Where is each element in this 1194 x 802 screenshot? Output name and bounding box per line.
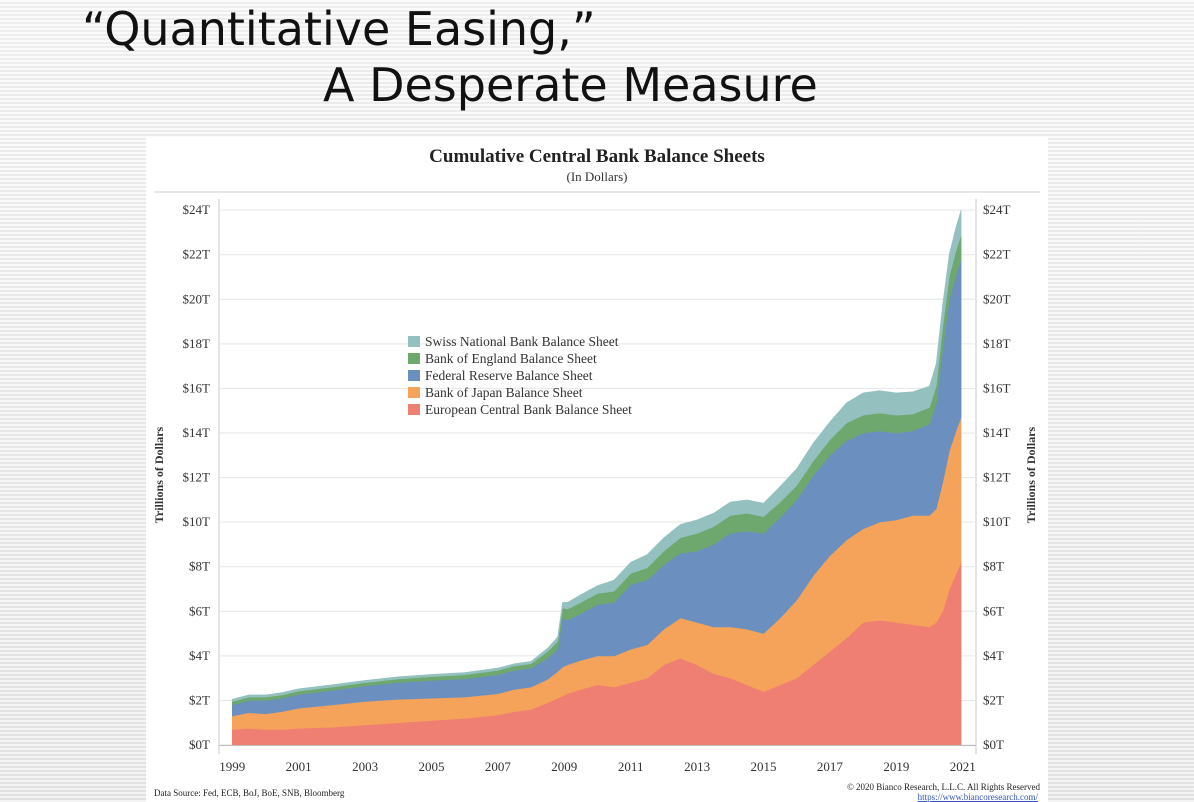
y-tick-label-left: $0T (189, 737, 210, 752)
y-tick-label-right: $10T (983, 514, 1011, 529)
y-tick-label-left: $16T (183, 380, 211, 395)
y-tick-label-right: $12T (983, 470, 1011, 485)
y-tick-label-right: $0T (983, 737, 1004, 752)
y-tick-label-right: $22T (983, 247, 1011, 262)
x-tick-label: 2021 (950, 759, 976, 774)
legend-swatch (408, 404, 420, 415)
y-axis-label-right: Trillions of Dollars (1024, 426, 1038, 523)
legend-label: Bank of Japan Balance Sheet (425, 385, 583, 400)
y-tick-label-left: $14T (183, 425, 211, 440)
legend-swatch (408, 387, 420, 398)
y-tick-label-left: $20T (183, 291, 211, 306)
y-tick-label-right: $14T (983, 425, 1011, 440)
legend-label: Bank of England Balance Sheet (425, 351, 597, 366)
y-axis-label-left: Trillions of Dollars (152, 426, 166, 523)
y-tick-label-left: $10T (183, 514, 211, 529)
x-tick-label: 2005 (418, 759, 444, 774)
y-tick-label-left: $4T (189, 648, 210, 663)
y-tick-label-right: $6T (983, 603, 1004, 618)
legend: Swiss National Bank Balance Sheet Bank of… (408, 334, 632, 417)
legend-swatch (408, 370, 420, 381)
chart-panel: Cumulative Central Bank Balance Sheets (… (146, 137, 1048, 802)
source-url-link[interactable]: https://www.biancoresearch.com/ (917, 792, 1038, 802)
chart-subtitle: (In Dollars) (566, 169, 627, 184)
slide-title-line-2: A Desperate Measure (323, 58, 818, 112)
y-tick-label-left: $2T (189, 692, 210, 707)
legend-swatch (408, 336, 420, 347)
y-tick-label-right: $18T (983, 336, 1011, 351)
area-layer (232, 210, 962, 746)
y-tick-label-right: $8T (983, 559, 1004, 574)
x-tick-label: 2007 (485, 759, 512, 774)
copyright-note: © 2020 Bianco Research, L.L.C. All Right… (846, 782, 1040, 792)
y-tick-label-left: $12T (183, 470, 211, 485)
y-tick-label-left: $8T (189, 559, 210, 574)
y-tick-label-right: $4T (983, 648, 1004, 663)
legend-label: Federal Reserve Balance Sheet (425, 368, 593, 383)
slide-title-line-1: “Quantitative Easing,” (82, 2, 596, 56)
x-tick-label: 2003 (352, 759, 378, 774)
y-tick-label-right: $16T (983, 380, 1011, 395)
x-tick-label: 2009 (551, 759, 577, 774)
y-tick-label-left: $22T (183, 247, 211, 262)
y-tick-label-left: $6T (189, 603, 210, 618)
x-tick-label: 2015 (751, 759, 777, 774)
x-tick-label: 2011 (618, 759, 644, 774)
legend-swatch (408, 353, 420, 364)
y-tick-label-right: $20T (983, 291, 1011, 306)
data-source-note: Data Source: Fed, ECB, BoJ, BoE, SNB, Bl… (154, 788, 345, 798)
y-tick-label-left: $18T (183, 336, 211, 351)
y-tick-label-right: $24T (983, 202, 1011, 217)
chart-svg: Cumulative Central Bank Balance Sheets (… (152, 146, 1040, 774)
axis-layer: $0T $0T $2T $2T $4T $4T $6T $6T $8T $8T $10T $10T $1… (183, 202, 1011, 774)
x-tick-label: 2019 (883, 759, 909, 774)
x-tick-label: 2001 (286, 759, 312, 774)
x-tick-label: 2017 (817, 759, 844, 774)
x-tick-label: 2013 (684, 759, 710, 774)
y-tick-label-right: $2T (983, 692, 1004, 707)
area-swiss-national-bank-balance-sheet (232, 210, 962, 702)
legend-label: Swiss National Bank Balance Sheet (425, 334, 619, 349)
legend-label: European Central Bank Balance Sheet (425, 402, 632, 417)
x-tick-label: 1999 (219, 759, 245, 774)
y-tick-label-left: $24T (183, 202, 211, 217)
chart-title: Cumulative Central Bank Balance Sheets (429, 146, 765, 167)
